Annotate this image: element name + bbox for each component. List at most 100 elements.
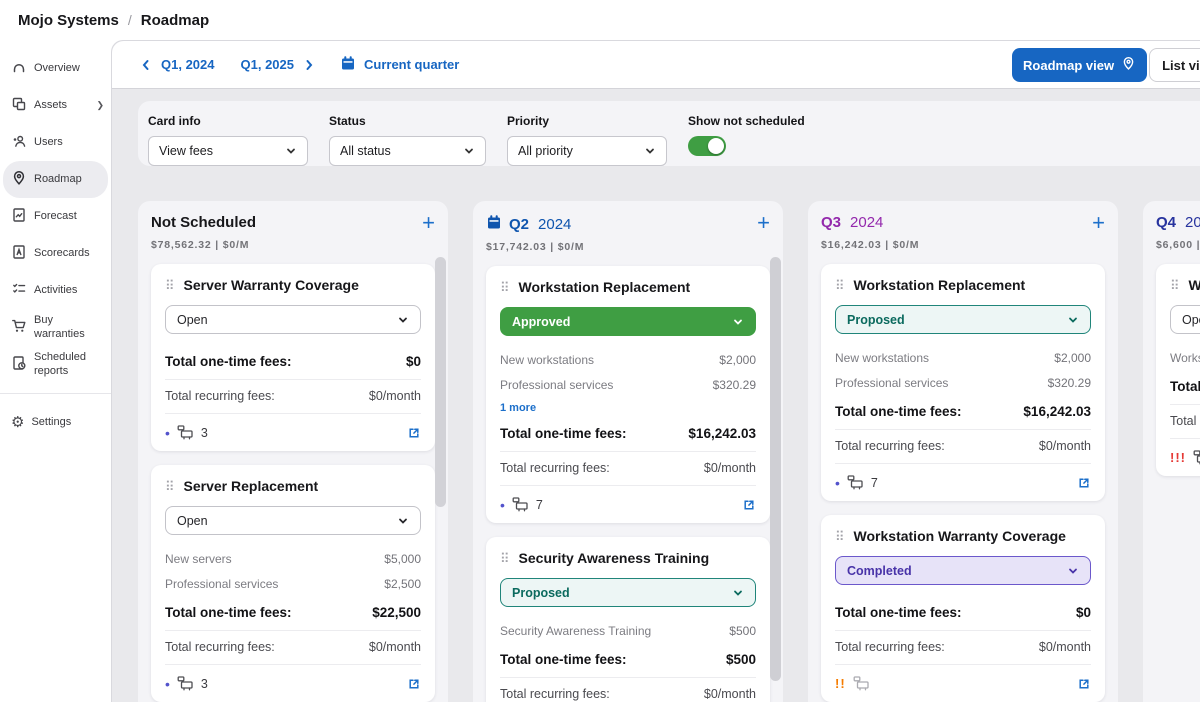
column-title: Q2 2024: [486, 214, 571, 234]
card-status-select[interactable]: Completed: [835, 556, 1091, 585]
add-card-button[interactable]: +: [1092, 210, 1105, 235]
card-status-select[interactable]: Proposed: [835, 305, 1091, 334]
fee-row: New workstations $2,000: [500, 352, 756, 367]
status-label: Completed: [847, 563, 912, 578]
card-status-select[interactable]: Approved: [500, 307, 756, 336]
column-q3-2024: Q3 2024 + $16,242.03 | $0/M ⠿ Workstation…: [808, 201, 1118, 702]
workstation-icon: [853, 676, 870, 691]
drag-handle-icon[interactable]: ⠿: [500, 279, 510, 295]
filter-show-not-scheduled: Show not scheduled: [688, 114, 805, 166]
scorecards-icon: [11, 244, 27, 263]
sidebar-item-scheduled-reports[interactable]: Scheduled reports: [0, 346, 111, 383]
divider: [500, 485, 756, 486]
gear-icon: ⚙: [11, 414, 25, 431]
chevron-down-icon: [399, 317, 407, 323]
current-quarter-button[interactable]: Current quarter: [340, 55, 459, 74]
card-status-select[interactable]: Open: [165, 305, 421, 334]
roadmap-card[interactable]: ⠿ Workstation Replacement Proposed New w…: [821, 264, 1105, 501]
next-quarter-button[interactable]: Q1, 2025: [240, 57, 295, 72]
workstation-icon: [177, 676, 194, 691]
roadmap-card[interactable]: ⠿ Security Awareness Training Proposed S…: [486, 537, 770, 702]
priority-filter-select[interactable]: All priority: [507, 136, 667, 166]
total-recurring-row: Total recurring fees: $0/month: [165, 640, 421, 654]
breadcrumb-app[interactable]: Mojo Systems: [18, 11, 119, 29]
workstation-icon: [512, 497, 529, 512]
sidebar-item-activities[interactable]: Activities: [0, 272, 111, 309]
priority-low-icon: •: [500, 496, 505, 513]
sidebar-item-buy-warranties[interactable]: Buy warranties: [0, 309, 111, 346]
column-totals: $6,600 | $0/M: [1156, 239, 1200, 251]
fee-row: Security Awareness Training $500: [500, 623, 756, 638]
chevron-right-icon[interactable]: [302, 58, 316, 72]
fee-row: Professional services $320.29: [835, 375, 1091, 390]
drag-handle-icon[interactable]: ⠿: [835, 277, 845, 293]
column-scrollbar[interactable]: [770, 257, 781, 681]
roadmap-card[interactable]: ⠿ Workstation Replacement Approved New w…: [486, 266, 770, 523]
add-card-button[interactable]: +: [422, 210, 435, 235]
total-recurring-row: Total recurring fees: $0/month: [835, 439, 1091, 453]
column-scrollbar[interactable]: [435, 257, 446, 507]
chevron-down-icon: [287, 148, 295, 154]
roadmap-card[interactable]: ⠿ Workstation Warranty Coverage Complete…: [821, 515, 1105, 702]
overview-icon: [11, 59, 27, 78]
sidebar-item-scorecards[interactable]: Scorecards: [0, 235, 111, 272]
list-view-button[interactable]: List view: [1149, 48, 1200, 82]
chevron-left-icon[interactable]: [139, 58, 153, 72]
sidebar-item-assets[interactable]: Assets ❯: [0, 87, 111, 124]
roadmap-board: Not Scheduled + $78,562.32 | $0/M ⠿ Serv…: [138, 201, 1200, 702]
external-link-icon[interactable]: [1077, 677, 1091, 691]
roadmap-card[interactable]: ⠿ Server Warranty Coverage Open Total on…: [151, 264, 435, 451]
external-link-icon[interactable]: [742, 498, 756, 512]
roadmap-card[interactable]: ⠿ Server Replacement Open New servers $5,…: [151, 465, 435, 702]
filter-bar: Card info View fees Status All status Pr…: [138, 101, 1200, 166]
divider: [835, 664, 1091, 665]
chevron-down-icon: [734, 319, 742, 325]
drag-handle-icon[interactable]: ⠿: [835, 528, 845, 544]
drag-handle-icon[interactable]: ⠿: [165, 277, 175, 293]
external-link-icon[interactable]: [407, 426, 421, 440]
more-fees-link[interactable]: 1 more: [500, 402, 537, 414]
status-filter-select[interactable]: All status: [329, 136, 486, 166]
card-status-select[interactable]: Open: [165, 506, 421, 535]
drag-handle-icon[interactable]: ⠿: [165, 478, 175, 494]
sidebar-item-forecast[interactable]: Forecast: [0, 198, 111, 235]
divider: [165, 379, 421, 380]
cart-icon: [11, 318, 27, 337]
priority-low-icon: •: [165, 675, 170, 692]
sidebar-item-overview[interactable]: Overview: [0, 50, 111, 87]
fee-row: Workstation warranties: [1170, 350, 1200, 365]
external-link-icon[interactable]: [1077, 476, 1091, 490]
roadmap-view-button[interactable]: Roadmap view: [1012, 48, 1148, 82]
workstation-icon: [177, 425, 194, 440]
asset-count: 7: [535, 497, 543, 512]
total-one-time-row: Total one-time fees: $16,242.03: [500, 426, 756, 441]
total-recurring-row: Total recurring fees: $0/month: [500, 461, 756, 475]
status-label: Open: [1182, 312, 1200, 327]
total-recurring-row: Total recurring fees: $0/month: [835, 640, 1091, 654]
card-status-select[interactable]: Open: [1170, 305, 1200, 334]
assets-icon: [11, 96, 27, 115]
roadmap-card[interactable]: ⠿ Workstation Warranty Coverage Open Wor…: [1156, 264, 1200, 476]
total-recurring-row: Total recurring fees: $0/month: [165, 389, 421, 403]
drag-handle-icon[interactable]: ⠿: [500, 550, 510, 566]
total-one-time-row: Total one-time fees: $16,242.03: [835, 404, 1091, 419]
filter-card-info: Card info View fees: [148, 114, 308, 166]
sidebar-item-users[interactable]: Users: [0, 124, 111, 161]
card-status-select[interactable]: Proposed: [500, 578, 756, 607]
prev-quarter-button[interactable]: Q1, 2024: [161, 57, 215, 72]
drag-handle-icon[interactable]: ⠿: [1170, 277, 1180, 293]
card-info-select[interactable]: View fees: [148, 136, 308, 166]
fee-row: Professional services $2,500: [165, 576, 421, 591]
status-label: Proposed: [512, 585, 570, 600]
status-label: Open: [177, 513, 208, 528]
roadmap-pin-icon: [1121, 56, 1136, 74]
sidebar-item-settings[interactable]: ⚙ Settings: [11, 414, 72, 431]
divider: [165, 664, 421, 665]
column-title: Q3 2024: [821, 214, 884, 231]
add-card-button[interactable]: +: [757, 210, 770, 235]
external-link-icon[interactable]: [407, 677, 421, 691]
show-not-scheduled-toggle[interactable]: [688, 136, 726, 156]
sidebar-item-roadmap[interactable]: Roadmap: [3, 161, 108, 198]
scheduled-reports-icon: [11, 355, 27, 374]
